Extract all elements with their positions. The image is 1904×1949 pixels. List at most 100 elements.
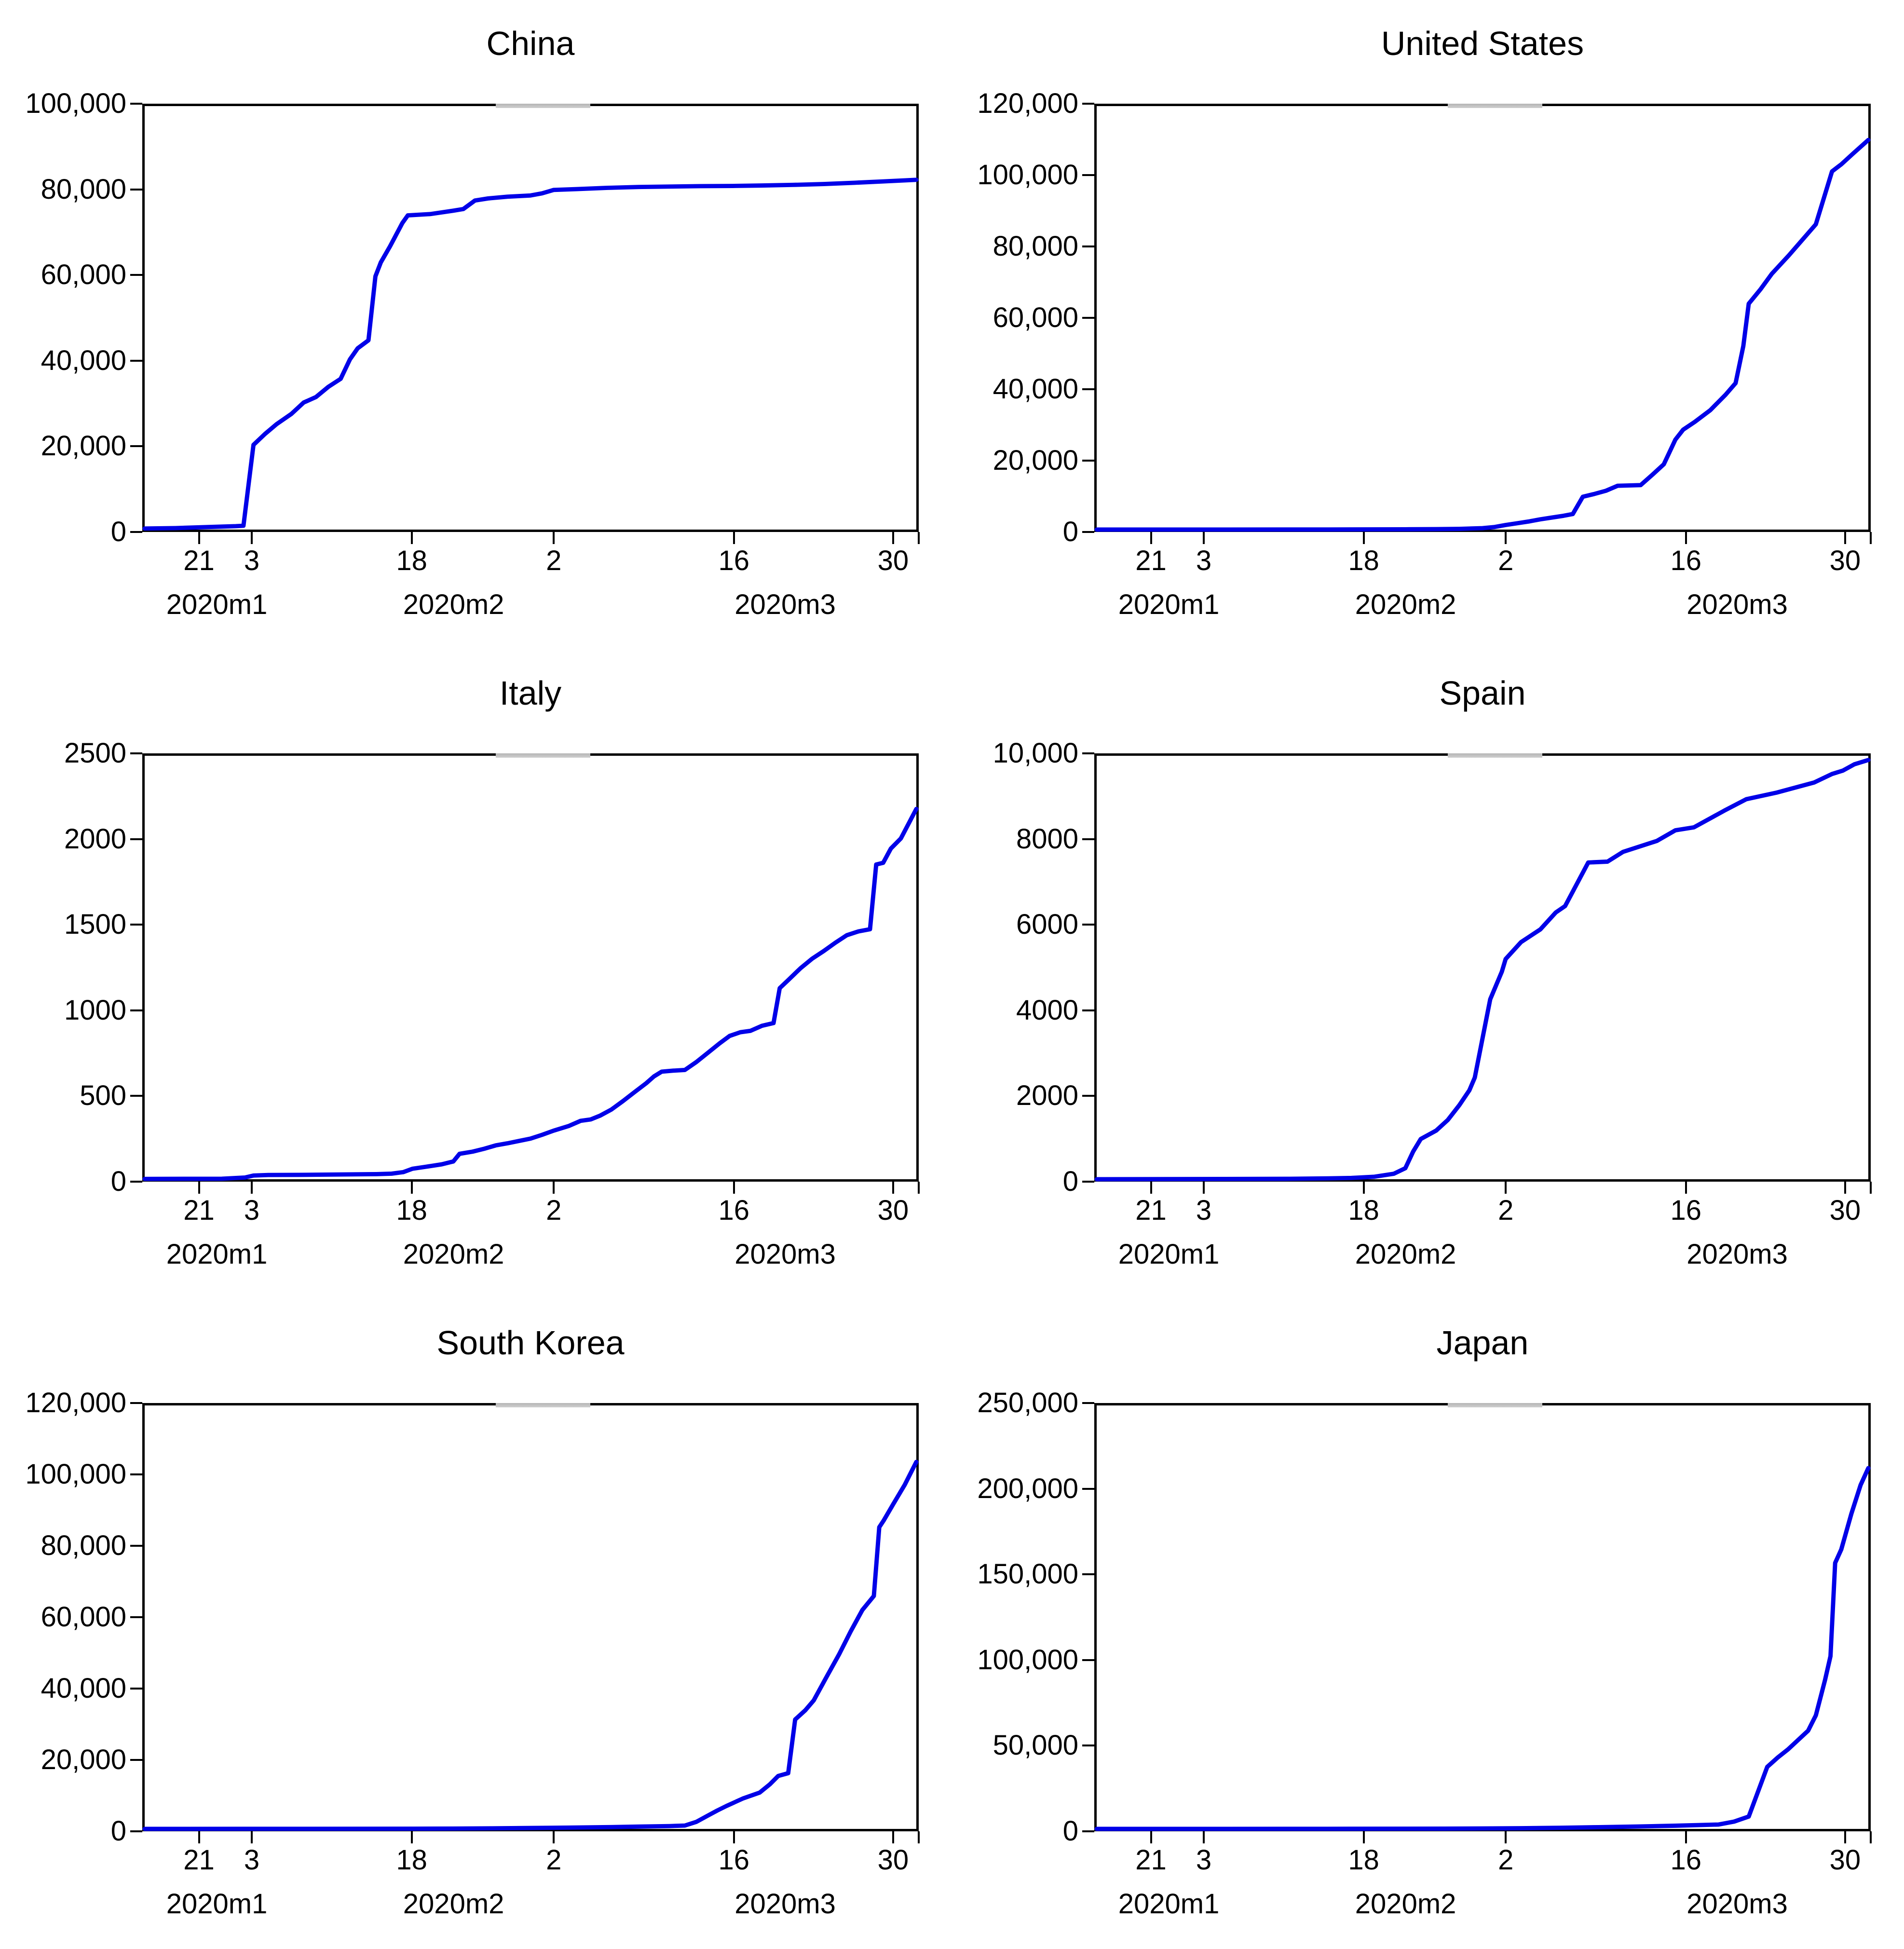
x-month-label: 2020m3 (1686, 589, 1788, 620)
y-tick (1082, 1573, 1094, 1576)
top-gray-artifact (1447, 104, 1543, 108)
y-tick (130, 1095, 142, 1097)
x-tick-label: 3 (244, 1844, 260, 1876)
chart-panel-china: China 0 20,000 40,000 60,000 80,000 100,000 2… (0, 0, 952, 650)
y-tick (130, 531, 142, 533)
x-tick (1150, 1831, 1152, 1843)
y-tick (1082, 1009, 1094, 1011)
x-tick (1844, 1831, 1846, 1843)
x-month-label: 2020m2 (1355, 1888, 1456, 1920)
x-month-label: 2020m1 (166, 1239, 268, 1270)
y-tick-label: 0 (1062, 1815, 1078, 1847)
x-month-label: 2020m1 (1118, 1239, 1220, 1270)
x-tick-label: 30 (1829, 545, 1861, 576)
y-tick (130, 1402, 142, 1404)
chart-title: China (486, 25, 575, 62)
chart-panel-united-states: United States 0 20,000 40,000 60,000 80,000 1… (952, 0, 1904, 650)
plot-area (1094, 104, 1871, 532)
x-tick (553, 1831, 555, 1843)
y-tick-label: 8000 (1016, 823, 1078, 855)
x-tick (251, 532, 253, 544)
y-tick-label: 40,000 (41, 344, 126, 376)
y-tick (1082, 1181, 1094, 1183)
y-tick-label: 0 (110, 1815, 126, 1847)
chart-title: South Korea (436, 1324, 625, 1362)
x-tick (1362, 1831, 1365, 1843)
x-tick (1844, 1182, 1846, 1194)
y-tick (1082, 1745, 1094, 1747)
top-gray-artifact (495, 104, 591, 108)
y-tick-label: 0 (110, 516, 126, 547)
y-tick (1082, 1830, 1094, 1832)
x-tick-label: 3 (1196, 1195, 1212, 1226)
x-tick-label: 30 (1829, 1195, 1861, 1226)
y-tick-label: 250,000 (977, 1387, 1078, 1418)
line-series (142, 1459, 919, 1831)
y-tick (130, 445, 142, 448)
x-tick-label: 21 (183, 1195, 215, 1226)
top-gray-artifact (1447, 1403, 1543, 1407)
x-tick-label: 21 (183, 1844, 215, 1876)
y-tick (130, 1009, 142, 1011)
x-tick (1505, 1182, 1507, 1194)
x-month-label: 2020m2 (1355, 589, 1456, 620)
y-tick-label: 80,000 (41, 1530, 126, 1561)
x-tick (1505, 532, 1507, 544)
x-tick-label: 21 (1135, 545, 1167, 576)
data-line (1094, 758, 1871, 1182)
y-tick (1082, 924, 1094, 926)
y-tick-label: 6000 (1016, 909, 1078, 940)
y-tick (1082, 388, 1094, 390)
x-month-label: 2020m3 (734, 589, 836, 620)
x-tick-label: 2 (546, 545, 562, 576)
y-tick-label: 1500 (64, 909, 126, 940)
x-month-label: 2020m2 (403, 1239, 504, 1270)
data-line (142, 806, 919, 1181)
y-tick-label: 1000 (64, 994, 126, 1026)
y-tick-label: 100,000 (977, 1644, 1078, 1676)
x-tick-label: 2 (1498, 1195, 1514, 1226)
x-tick-label: 16 (718, 1195, 750, 1226)
y-tick (130, 359, 142, 362)
x-tick (1203, 1831, 1205, 1843)
y-tick (130, 103, 142, 105)
x-tick (1870, 1831, 1872, 1843)
y-tick-label: 2500 (64, 737, 126, 769)
plot-area (1094, 1403, 1871, 1831)
plot-area (142, 1403, 919, 1831)
plot-area (1094, 753, 1871, 1182)
x-tick (198, 1182, 200, 1194)
y-tick (130, 1545, 142, 1547)
line-series (142, 806, 919, 1181)
x-tick-label: 30 (877, 1844, 909, 1876)
y-tick (1082, 103, 1094, 105)
x-tick (733, 1182, 735, 1194)
x-tick-label: 30 (877, 545, 909, 576)
y-tick (130, 1830, 142, 1832)
top-gray-artifact (495, 753, 591, 758)
y-tick-label: 40,000 (993, 373, 1078, 405)
chart-panel-spain: Spain 0 2000 4000 6000 8000 10,000 21 3 18 2 16 30… (952, 650, 1904, 1299)
y-tick (1082, 245, 1094, 247)
y-tick-label: 60,000 (41, 259, 126, 291)
top-gray-artifact (495, 1403, 591, 1407)
y-tick (1082, 1095, 1094, 1097)
y-tick-label: 500 (80, 1080, 126, 1112)
y-tick (1082, 1402, 1094, 1404)
x-tick-label: 2 (546, 1844, 562, 1876)
y-tick-label: 2000 (1016, 1080, 1078, 1112)
line-series (1094, 1466, 1871, 1831)
x-month-label: 2020m3 (1686, 1888, 1788, 1920)
top-gray-artifact (1447, 753, 1543, 758)
y-tick-label: 60,000 (41, 1601, 126, 1633)
y-tick (130, 1181, 142, 1183)
x-month-label: 2020m2 (403, 1888, 504, 1920)
y-tick-label: 0 (110, 1166, 126, 1197)
y-tick-label: 100,000 (25, 1458, 126, 1490)
y-tick (1082, 1659, 1094, 1661)
x-tick (918, 1831, 920, 1843)
x-tick (1505, 1831, 1507, 1843)
x-month-label: 2020m2 (1355, 1239, 1456, 1270)
y-tick-label: 100,000 (25, 88, 126, 119)
